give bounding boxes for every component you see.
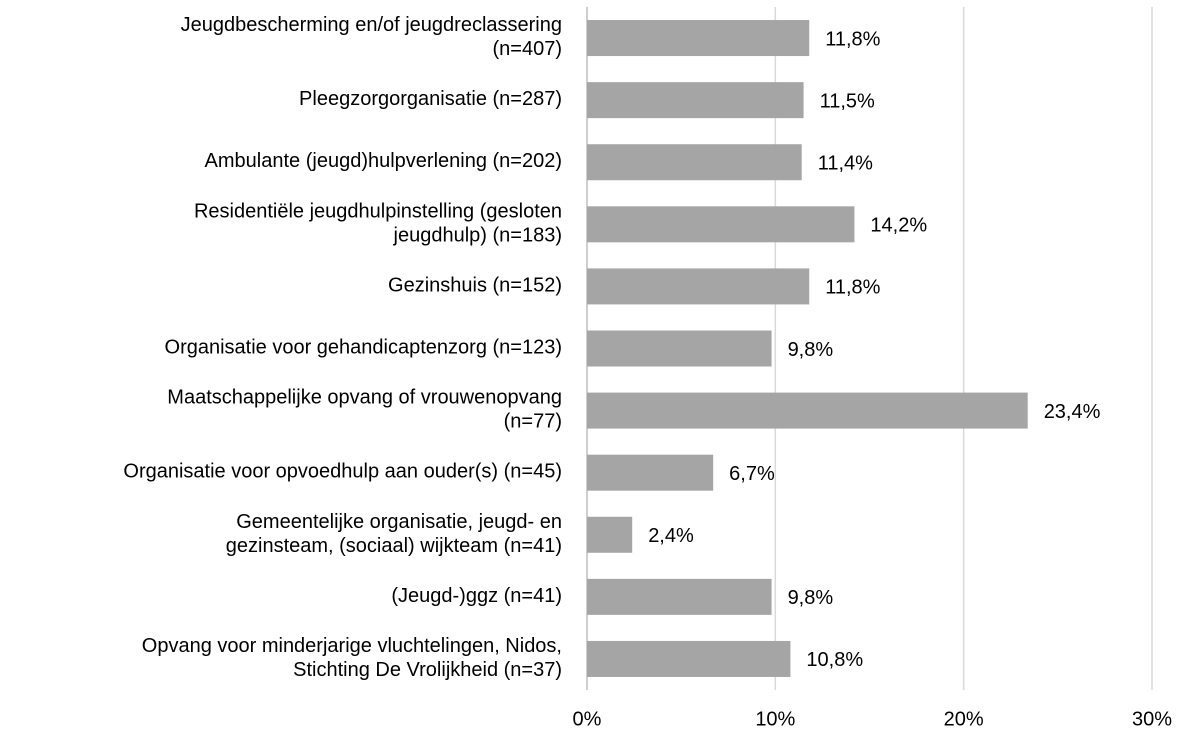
value-label: 11,8% xyxy=(825,28,880,50)
value-label: 23,4% xyxy=(1044,401,1101,423)
bar xyxy=(587,578,772,615)
y-tick-label: Pleegzorgorganisatie (n=287) xyxy=(299,88,562,110)
bar xyxy=(587,268,810,305)
bar xyxy=(587,82,804,119)
y-tick-label: Maatschappelijke opvang of vrouwenopvang… xyxy=(167,387,562,433)
x-tick-label: 10% xyxy=(755,708,795,730)
bar xyxy=(587,20,810,57)
x-tick-label: 20% xyxy=(944,708,984,730)
value-label: 11,4% xyxy=(818,153,873,175)
value-label: 9,8% xyxy=(788,587,834,609)
y-tick-label: Gezinshuis (n=152) xyxy=(388,275,562,297)
bar xyxy=(587,144,802,181)
value-label: 11,5% xyxy=(820,90,875,112)
value-label: 14,2% xyxy=(870,215,927,237)
bar xyxy=(587,206,855,243)
value-label: 11,8% xyxy=(825,277,880,299)
x-tick-label: 0% xyxy=(573,708,602,730)
value-label: 10,8% xyxy=(806,649,863,671)
bar xyxy=(587,640,791,677)
bar xyxy=(587,516,633,553)
y-tick-label: Gemeentelijke organisatie, jeugd- en gezi… xyxy=(226,511,562,557)
bar xyxy=(587,392,1028,429)
y-tick-label: (Jeugd-)ggz (n=41) xyxy=(391,585,562,607)
y-tick-label: Organisatie voor opvoedhulp aan ouder(s)… xyxy=(123,461,562,483)
y-tick-label: Opvang voor minderjarige vluchtelingen, … xyxy=(142,635,562,681)
bar xyxy=(587,454,714,491)
value-label: 2,4% xyxy=(648,525,694,547)
y-tick-label: Ambulante (jeugd)hulpverlening (n=202) xyxy=(205,151,562,173)
value-label: 6,7% xyxy=(729,463,775,485)
x-tick-label: 30% xyxy=(1132,708,1172,730)
value-label: 9,8% xyxy=(788,339,834,361)
y-tick-label: Jeugdbescherming en/of jeugdreclassering… xyxy=(181,14,562,60)
bar xyxy=(587,330,772,367)
y-tick-label: Organisatie voor gehandicaptenzorg (n=12… xyxy=(165,337,562,359)
y-tick-label: Residentiële jeugdhulpinstelling (geslot… xyxy=(194,201,562,247)
